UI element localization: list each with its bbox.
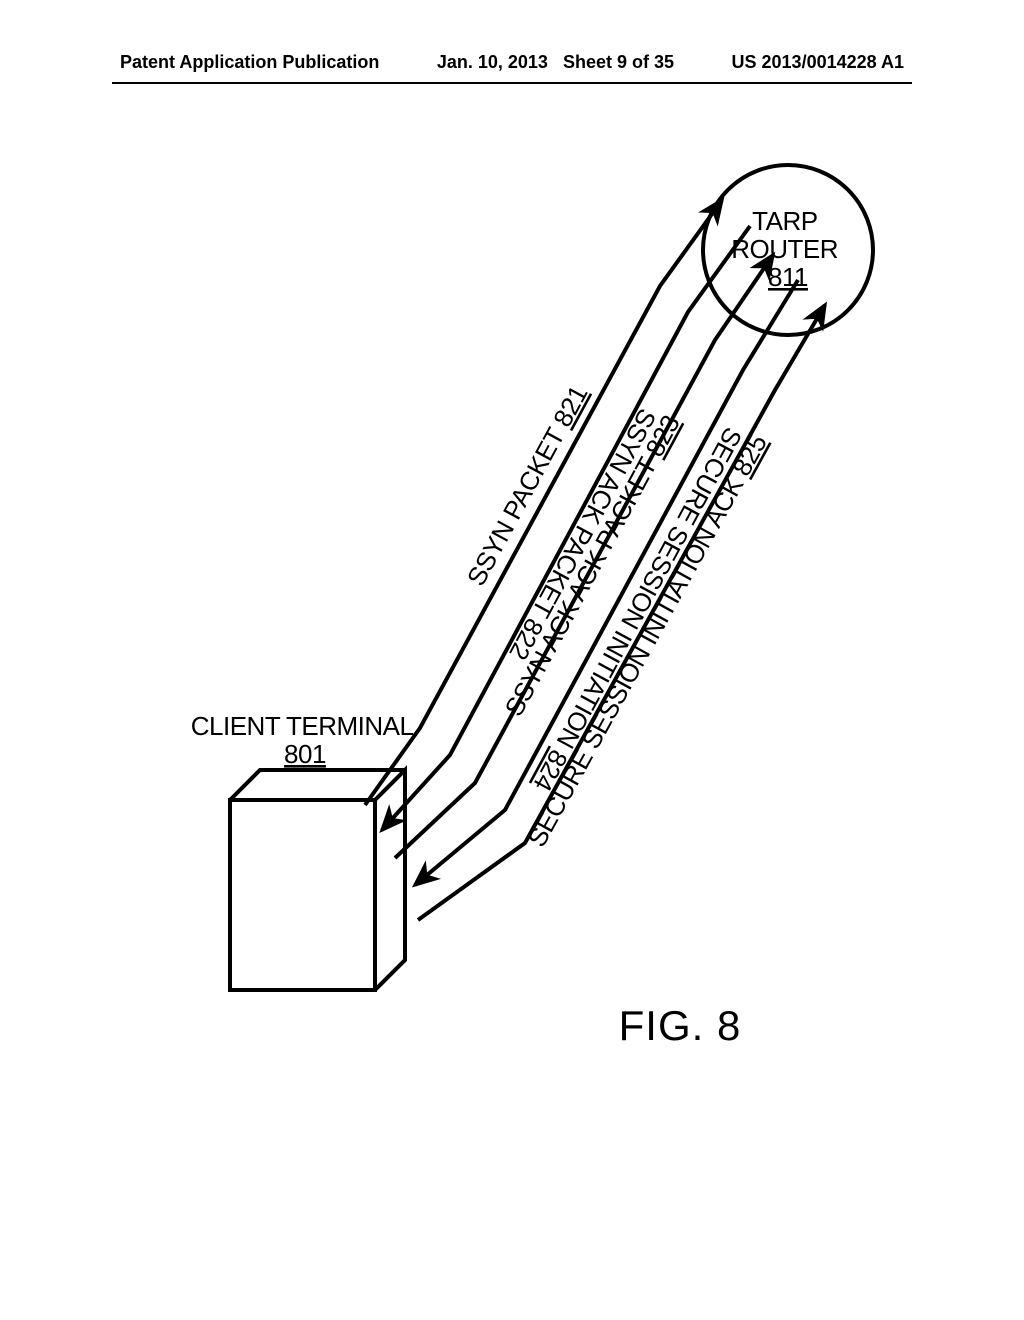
client-ref: 801 (284, 739, 326, 769)
header-left: Patent Application Publication (120, 52, 379, 73)
router-label-line1: TARP (752, 206, 817, 236)
figure-svg: TARP ROUTER 811 CLIENT TERMINAL 801 SSYN… (190, 150, 880, 1050)
svg-text:TARP ROUTER 81: TARP ROUTER 811 (731, 206, 845, 292)
header-rule (112, 82, 912, 84)
page-header: Patent Application Publication Jan. 10, … (0, 52, 1024, 73)
client-terminal-node: CLIENT TERMINAL 801 (191, 711, 419, 990)
client-label: CLIENT TERMINAL (191, 711, 414, 741)
figure-area: TARP ROUTER 811 CLIENT TERMINAL 801 SSYN… (190, 150, 880, 1050)
tarp-router-node: TARP ROUTER 811 (703, 165, 873, 335)
router-label-line2: ROUTER (731, 234, 838, 264)
messages-group: SSYN PACKET 821SSYN ACK PACKET 822SSYN A… (365, 200, 825, 920)
svg-text:CLIENT TERMINAL 801: CLIENT TERMINAL 801 (191, 711, 419, 769)
figure-caption: FIG. 8 (619, 1002, 742, 1049)
router-ref: 811 (768, 262, 808, 292)
header-right: US 2013/0014228 A1 (732, 52, 904, 73)
header-center: Jan. 10, 2013 Sheet 9 of 35 (437, 52, 674, 73)
